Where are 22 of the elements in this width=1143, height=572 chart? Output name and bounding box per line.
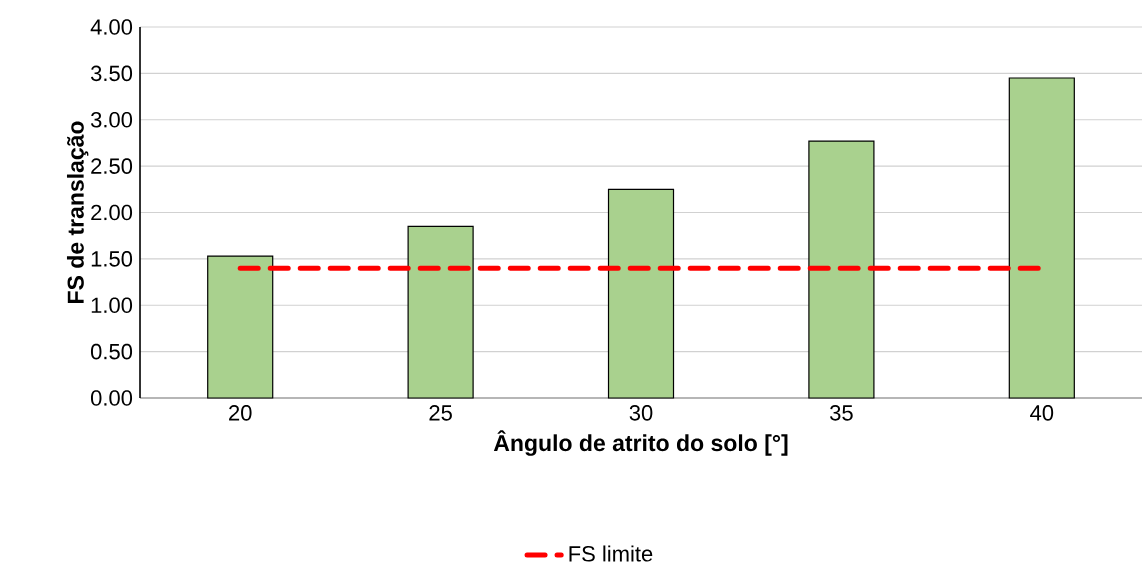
legend-label: FS limite	[569, 545, 653, 562]
bar	[808, 140, 875, 399]
bar	[1008, 77, 1075, 399]
y-tick-label: 3.50	[90, 65, 133, 81]
x-tick-label: 25	[429, 404, 452, 421]
bar	[207, 255, 274, 399]
y-tick-label: 2.50	[91, 158, 133, 174]
x-axis-title: Ângulo de atrito do solo [°]	[493, 430, 788, 456]
y-tick-label: 3.00	[90, 111, 133, 128]
x-tick-label: 30	[629, 404, 653, 421]
y-tick-label: 1.50	[91, 250, 133, 267]
x-tick-label: 20	[229, 404, 252, 421]
bar	[407, 225, 474, 399]
y-tick-label: 0.00	[90, 390, 133, 406]
y-tick-label: 4.00	[90, 19, 133, 35]
y-axis-title: FS de translação	[66, 121, 89, 303]
y-tick-label: 0.50	[90, 343, 133, 360]
x-tick-label: 35	[830, 404, 853, 421]
bar	[607, 188, 675, 399]
y-tick-label: 1.00	[91, 297, 133, 313]
x-tick-label: 40	[1030, 404, 1054, 421]
y-tick-label: 2.00	[91, 204, 133, 221]
